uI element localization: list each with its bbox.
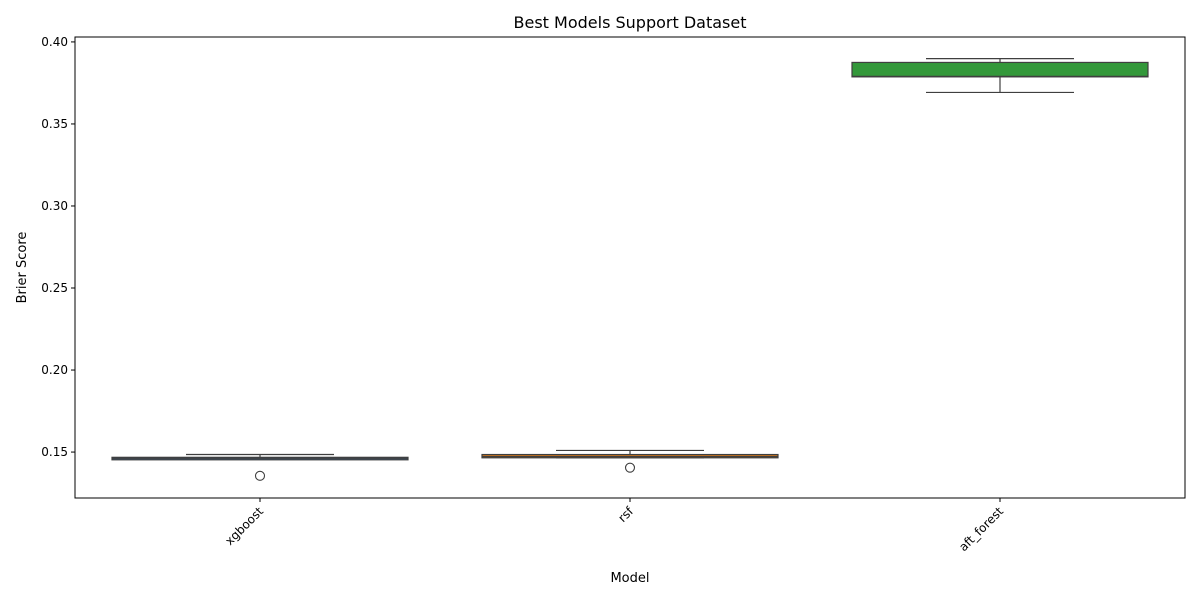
x-axis: xgboost rsf aft_forest bbox=[222, 498, 1006, 554]
box-aft_forest bbox=[851, 58, 1149, 94]
y-tick-label: 0.20 bbox=[41, 363, 68, 377]
box-body bbox=[851, 61, 1149, 78]
y-axis: 0.15 0.20 0.25 0.30 0.35 0.40 bbox=[41, 35, 75, 459]
y-tick-label: 0.15 bbox=[41, 445, 68, 459]
y-tick-label: 0.40 bbox=[41, 35, 68, 49]
x-tick-label: rsf bbox=[615, 504, 636, 525]
outlier-point bbox=[254, 470, 266, 481]
plot-frame bbox=[74, 36, 1186, 499]
y-tick-label: 0.35 bbox=[41, 117, 68, 131]
box-series bbox=[111, 58, 1149, 481]
x-tick-label: xgboost bbox=[222, 504, 266, 548]
y-tick-label: 0.25 bbox=[41, 281, 68, 295]
y-axis-label: Brier Score bbox=[15, 232, 30, 304]
y-tick-label: 0.30 bbox=[41, 199, 68, 213]
box-xgboost bbox=[111, 453, 409, 481]
outlier-point bbox=[624, 462, 636, 473]
box-rsf bbox=[481, 449, 779, 473]
x-axis-label: Model bbox=[610, 571, 649, 586]
x-tick-label: aft_forest bbox=[956, 504, 1006, 554]
chart-title: Best Models Support Dataset bbox=[514, 13, 747, 32]
